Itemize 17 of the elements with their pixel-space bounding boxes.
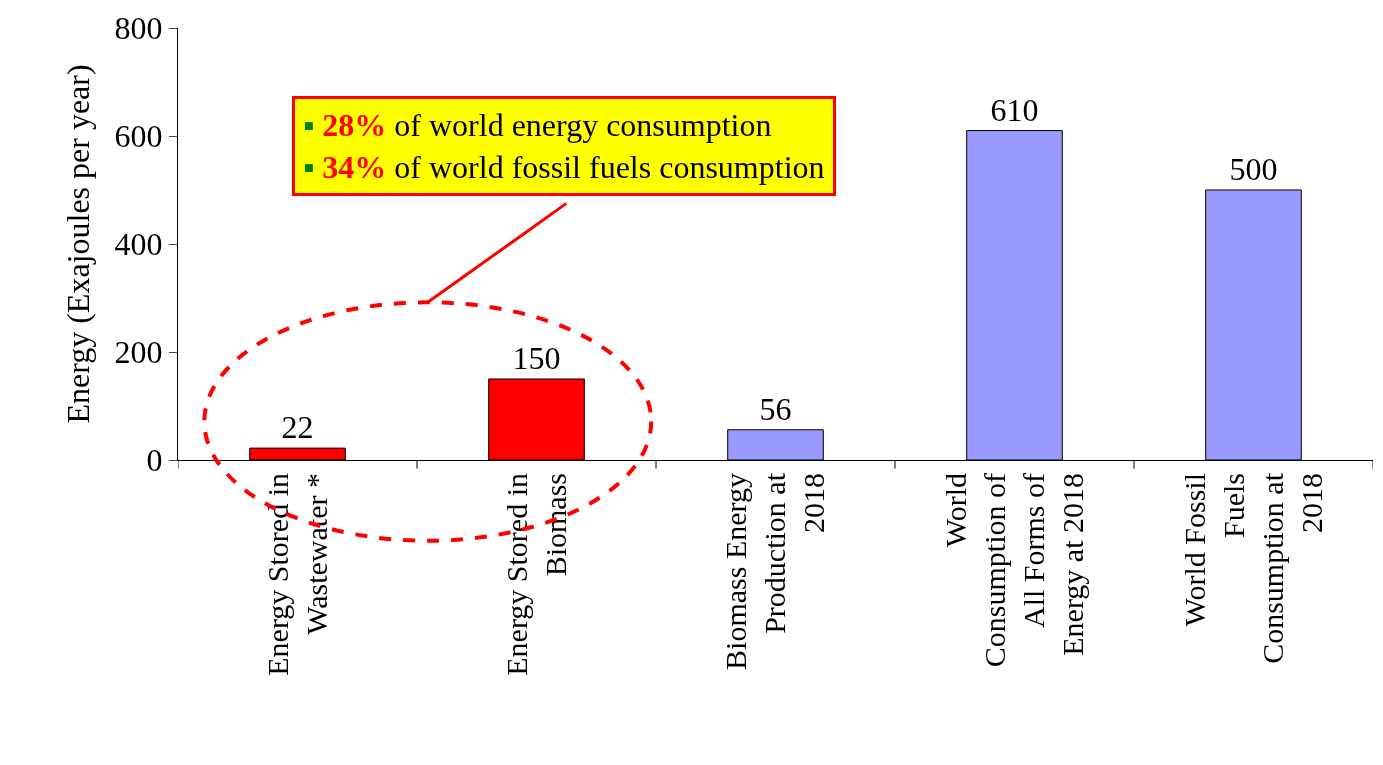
y-axis-title: Energy (Exajoules per year) (59, 64, 96, 424)
x-tick-label: World Fossil Fuels Consumption at 2018 (1177, 472, 1328, 664)
data-label: 610 (990, 91, 1039, 128)
data-label: 56 (759, 390, 792, 427)
x-tick-label: World Consumption of All Forms of Energy at 2018 (938, 473, 1089, 668)
data-label: 22 (281, 409, 314, 446)
y-tick-label: 200 (114, 334, 163, 371)
text: ▪ 28% of world energy consumption ▪ 34% of world fossil fuels consumption (303, 107, 825, 185)
x-tick-label: Energy Stored in Biomass (499, 473, 572, 676)
x-tick-label: Energy Stored in Wastewater * (260, 473, 333, 676)
data-label: 500 (1229, 151, 1278, 187)
y-tick-label: 800 (114, 10, 163, 47)
data-label: 150 (512, 340, 561, 376)
y-tick-label: 600 (114, 118, 163, 155)
x-tick-label: Biomass Energy Production at 2018 (719, 472, 831, 670)
y-tick-label: 0 (146, 442, 163, 479)
y-tick-label: 400 (114, 226, 163, 263)
